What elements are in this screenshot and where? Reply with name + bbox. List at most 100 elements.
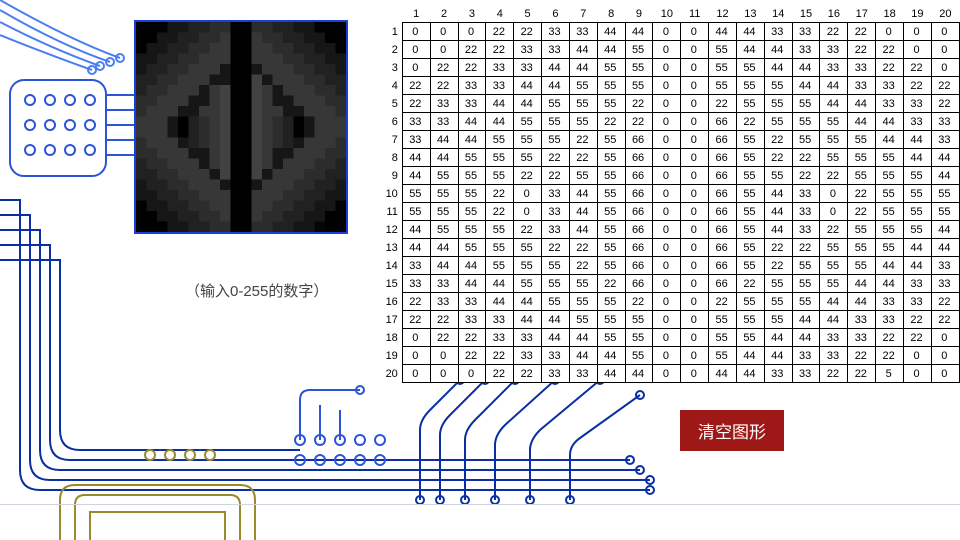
grid-cell-input[interactable] xyxy=(793,167,818,184)
grid-cell-input[interactable] xyxy=(737,221,762,238)
grid-cell-input[interactable] xyxy=(486,311,511,328)
grid-cell-input[interactable] xyxy=(709,185,734,202)
grid-cell-input[interactable] xyxy=(932,275,957,292)
grid-cell-input[interactable] xyxy=(876,203,901,220)
grid-cell-input[interactable] xyxy=(431,95,456,112)
grid-cell-input[interactable] xyxy=(765,23,790,40)
grid-cell-input[interactable] xyxy=(876,293,901,310)
grid-cell-input[interactable] xyxy=(709,203,734,220)
grid-cell-input[interactable] xyxy=(653,41,678,58)
grid-cell-input[interactable] xyxy=(542,329,567,346)
grid-cell-input[interactable] xyxy=(570,257,595,274)
grid-cell-input[interactable] xyxy=(459,203,484,220)
grid-cell-input[interactable] xyxy=(820,293,845,310)
grid-cell-input[interactable] xyxy=(904,293,929,310)
grid-cell-input[interactable] xyxy=(904,203,929,220)
grid-cell-input[interactable] xyxy=(598,257,623,274)
grid-cell-input[interactable] xyxy=(848,23,873,40)
grid-cell-input[interactable] xyxy=(626,329,651,346)
grid-cell-input[interactable] xyxy=(403,203,428,220)
grid-cell-input[interactable] xyxy=(737,275,762,292)
grid-cell-input[interactable] xyxy=(848,113,873,130)
grid-cell-input[interactable] xyxy=(542,59,567,76)
grid-cell-input[interactable] xyxy=(542,275,567,292)
grid-cell-input[interactable] xyxy=(542,347,567,364)
grid-cell-input[interactable] xyxy=(653,329,678,346)
grid-cell-input[interactable] xyxy=(626,311,651,328)
grid-cell-input[interactable] xyxy=(765,275,790,292)
grid-cell-input[interactable] xyxy=(820,167,845,184)
grid-cell-input[interactable] xyxy=(876,239,901,256)
grid-cell-input[interactable] xyxy=(848,221,873,238)
grid-cell-input[interactable] xyxy=(486,23,511,40)
grid-cell-input[interactable] xyxy=(570,365,595,382)
grid-cell-input[interactable] xyxy=(765,95,790,112)
grid-cell-input[interactable] xyxy=(876,221,901,238)
grid-cell-input[interactable] xyxy=(737,293,762,310)
grid-cell-input[interactable] xyxy=(793,59,818,76)
grid-cell-input[interactable] xyxy=(653,275,678,292)
grid-cell-input[interactable] xyxy=(459,131,484,148)
grid-cell-input[interactable] xyxy=(820,311,845,328)
grid-cell-input[interactable] xyxy=(793,257,818,274)
grid-cell-input[interactable] xyxy=(542,131,567,148)
grid-cell-input[interactable] xyxy=(431,149,456,166)
grid-cell-input[interactable] xyxy=(820,95,845,112)
grid-cell-input[interactable] xyxy=(820,347,845,364)
grid-cell-input[interactable] xyxy=(876,275,901,292)
grid-cell-input[interactable] xyxy=(848,77,873,94)
grid-cell-input[interactable] xyxy=(598,221,623,238)
grid-cell-input[interactable] xyxy=(793,293,818,310)
grid-cell-input[interactable] xyxy=(932,41,957,58)
grid-cell-input[interactable] xyxy=(403,221,428,238)
grid-cell-input[interactable] xyxy=(876,95,901,112)
grid-cell-input[interactable] xyxy=(932,167,957,184)
grid-cell-input[interactable] xyxy=(709,311,734,328)
grid-cell-input[interactable] xyxy=(765,149,790,166)
grid-cell-input[interactable] xyxy=(876,257,901,274)
grid-cell-input[interactable] xyxy=(681,23,706,40)
grid-cell-input[interactable] xyxy=(904,113,929,130)
grid-cell-input[interactable] xyxy=(570,275,595,292)
grid-cell-input[interactable] xyxy=(459,329,484,346)
grid-cell-input[interactable] xyxy=(932,59,957,76)
grid-cell-input[interactable] xyxy=(653,167,678,184)
grid-cell-input[interactable] xyxy=(486,293,511,310)
grid-cell-input[interactable] xyxy=(486,113,511,130)
grid-cell-input[interactable] xyxy=(459,95,484,112)
grid-cell-input[interactable] xyxy=(848,95,873,112)
grid-cell-input[interactable] xyxy=(626,59,651,76)
grid-cell-input[interactable] xyxy=(403,185,428,202)
grid-cell-input[interactable] xyxy=(932,149,957,166)
grid-cell-input[interactable] xyxy=(459,59,484,76)
grid-cell-input[interactable] xyxy=(904,275,929,292)
grid-cell-input[interactable] xyxy=(403,257,428,274)
grid-cell-input[interactable] xyxy=(848,203,873,220)
grid-cell-input[interactable] xyxy=(709,41,734,58)
grid-cell-input[interactable] xyxy=(570,95,595,112)
grid-cell-input[interactable] xyxy=(932,185,957,202)
grid-cell-input[interactable] xyxy=(709,95,734,112)
grid-cell-input[interactable] xyxy=(431,221,456,238)
grid-cell-input[interactable] xyxy=(737,365,762,382)
grid-cell-input[interactable] xyxy=(598,131,623,148)
grid-cell-input[interactable] xyxy=(486,95,511,112)
grid-cell-input[interactable] xyxy=(932,95,957,112)
grid-cell-input[interactable] xyxy=(514,95,539,112)
grid-cell-input[interactable] xyxy=(570,329,595,346)
grid-cell-input[interactable] xyxy=(848,293,873,310)
grid-cell-input[interactable] xyxy=(876,131,901,148)
grid-cell-input[interactable] xyxy=(570,167,595,184)
grid-cell-input[interactable] xyxy=(542,293,567,310)
grid-cell-input[interactable] xyxy=(848,329,873,346)
grid-cell-input[interactable] xyxy=(570,311,595,328)
grid-cell-input[interactable] xyxy=(486,149,511,166)
grid-cell-input[interactable] xyxy=(653,257,678,274)
grid-cell-input[interactable] xyxy=(653,239,678,256)
grid-cell-input[interactable] xyxy=(459,275,484,292)
grid-cell-input[interactable] xyxy=(598,23,623,40)
grid-cell-input[interactable] xyxy=(403,347,428,364)
grid-cell-input[interactable] xyxy=(709,257,734,274)
grid-cell-input[interactable] xyxy=(486,77,511,94)
grid-cell-input[interactable] xyxy=(598,239,623,256)
